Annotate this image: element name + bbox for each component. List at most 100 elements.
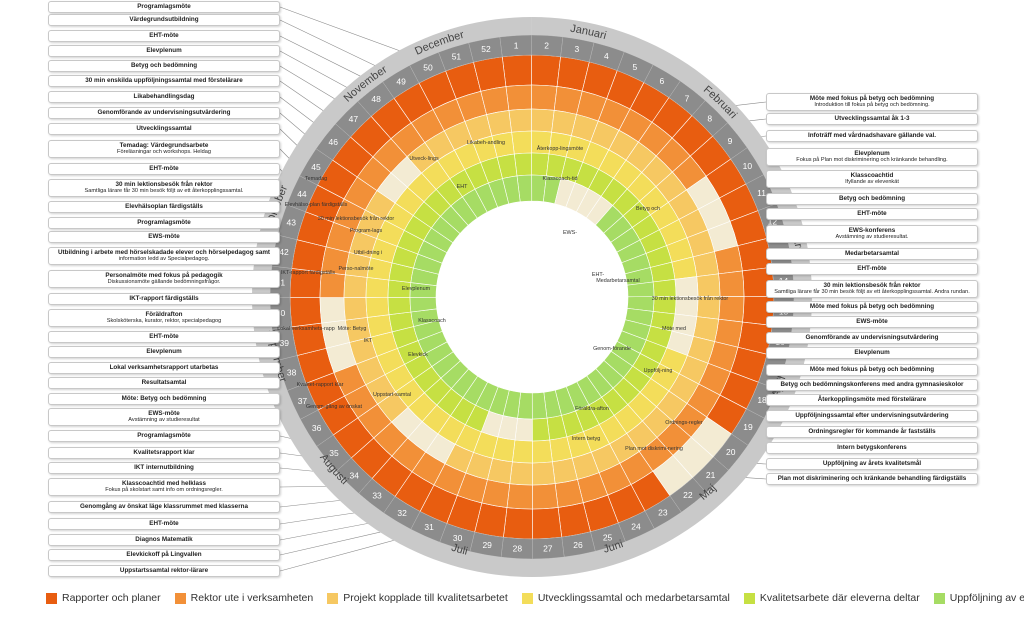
event-label: Kvalitetsrapport klar: [48, 447, 280, 459]
ring-cell: [506, 483, 533, 510]
event-label-subtitle: Fokus på Plan mot diskriminering och krä…: [796, 157, 948, 164]
week-number: 24: [631, 522, 641, 532]
legend-item-uppfoljning: Uppföljning av elever: [933, 592, 1024, 604]
ring-cell: [365, 297, 390, 318]
ring-cell: [508, 108, 532, 133]
week-number: 30: [453, 533, 463, 543]
legend-swatch: [521, 592, 533, 604]
event-label-title: EHT-möte: [857, 265, 887, 272]
event-label-title: Återkopplingsmöte med förstelärare: [817, 396, 927, 403]
event-label: Genomförande av undervisningsutvärdering: [766, 332, 978, 344]
event-label-title: Infoträff med vårdnadshavare gällande va…: [807, 132, 937, 139]
ring-event-label: IKT-rapport färdigställs: [281, 270, 336, 276]
event-label: Klasscoachtid Ifyllande av elevenkät: [766, 170, 978, 188]
ring-cell: [387, 296, 412, 316]
event-label: Elevplenum: [48, 45, 280, 57]
event-label-title: Utvecklingssamtal åk 1-3: [834, 115, 910, 122]
event-label-title: Programlagsmöte: [137, 432, 191, 439]
ring-cell: [532, 507, 563, 540]
ring-cell: [509, 461, 533, 486]
week-number: 46: [329, 137, 339, 147]
event-label-subtitle: Samtliga lärare får 30 min besök följt a…: [84, 188, 244, 195]
event-label-title: Elevplenum: [854, 150, 890, 157]
ring-cell: [514, 417, 533, 442]
event-label-title: Uppföljningssamtal efter undervisningsut…: [795, 412, 949, 419]
week-number: 43: [286, 218, 296, 228]
event-label-title: EWS-möte: [148, 410, 180, 417]
week-number: 23: [658, 507, 668, 517]
activity-ring: [319, 84, 745, 510]
week-number: 44: [297, 189, 307, 199]
event-label-title: Genomförande av undervisningsutvärdering: [805, 334, 939, 341]
event-label-title: Intern betygskonferens: [837, 444, 907, 451]
ring-cell: [652, 278, 677, 298]
event-label-title: EWS-konferens: [848, 227, 896, 234]
ring-cell: [505, 84, 532, 111]
event-label: Uppstartssamtal rektor-lärare: [48, 565, 280, 577]
ring-cell: [532, 439, 553, 464]
week-number: 2: [544, 40, 549, 50]
event-label-subtitle: information ledd av Specialpedagog.: [118, 256, 210, 263]
event-label: Klasscoachtid med helklass Fokus på skols…: [48, 478, 280, 496]
event-label-title: Betyg och bedömning: [130, 62, 198, 69]
event-label: Betyg och bedömning: [766, 193, 978, 205]
activity-ring: [365, 130, 699, 464]
legend-item-projekt: Projekt kopplade till kvalitetsarbetet: [327, 592, 508, 604]
ring-cell: [531, 84, 558, 111]
ring-event-label: Uppfölj-ning: [644, 368, 673, 374]
event-label-title: EWS-möte: [148, 233, 180, 240]
week-number: 31: [424, 522, 434, 532]
event-label: EWS-konferens Avstämning av studieresulta…: [766, 225, 978, 243]
legend-swatch: [327, 592, 339, 604]
ring-event-label: IKT: [364, 338, 373, 344]
event-label: 30 min lektionsbesök från rektor Samtliga…: [766, 280, 978, 298]
event-label: Temadag: Värdegrundsarbete Föreläsningar …: [48, 140, 280, 158]
event-label-title: Möte med fokus på betyg och bedömning: [809, 303, 935, 310]
ring-cell: [343, 297, 368, 321]
week-cell: [468, 36, 503, 63]
ring-event-label: Intern betyg: [572, 436, 600, 442]
week-number: 3: [574, 44, 579, 54]
event-label: Möte med fokus på betyg och bedömning: [766, 364, 978, 376]
event-label-title: Temadag: Värdegrundsarbete: [119, 142, 209, 149]
event-label: Betyg och bedömningskonferens med andra …: [766, 379, 978, 391]
week-number: 8: [707, 113, 712, 123]
event-label: Elevkickoff på Lingvallen: [48, 549, 280, 561]
event-label: Uppföljningssamtal efter undervisningsut…: [766, 410, 978, 422]
ring-event-label: Program-lags: [350, 228, 383, 234]
ring-event-label: Möte med: [662, 326, 686, 332]
event-label: Föräldrafton Skolsköterska, kurator, rekt…: [48, 309, 280, 327]
activity-ring: [387, 152, 677, 442]
event-label-title: Kvalitetsrapport klar: [133, 449, 195, 456]
ring-cell: [502, 175, 521, 205]
ring-event-label: Återkopp-lingsmöte: [537, 145, 583, 152]
week-number: 47: [349, 114, 359, 124]
event-label-title: IKT-rapport färdigställs: [129, 295, 199, 302]
event-label-title: EHT-möte: [857, 210, 887, 217]
event-label-title: EHT-möte: [149, 165, 179, 172]
event-label-title: Programlagsmöte: [137, 3, 191, 10]
week-number: 26: [573, 540, 583, 550]
ring-event-label: EWS-: [563, 230, 577, 236]
event-label: IKT-rapport färdigställs: [48, 293, 280, 305]
event-label: EHT-möte: [766, 263, 978, 275]
ring-cell: [531, 152, 550, 177]
event-label-title: Utbildning i arbete med hörselskadade el…: [57, 249, 271, 256]
ring-event-label: EHT-: [592, 272, 604, 278]
ring-event-label: Föräldra-afton: [575, 406, 609, 412]
week-number: 20: [726, 447, 736, 457]
ring-cell: [696, 273, 721, 297]
ring-cell: [513, 152, 533, 177]
legend-label: Projekt kopplade till kvalitetsarbetet: [343, 592, 508, 604]
event-label-subtitle: Skolsköterska, kurator, rektor, specialp…: [106, 318, 222, 325]
event-label-title: Elevhälsoplan färdigställs: [125, 203, 203, 210]
legend-item-kvalitetsarbete: Kvalitetsarbete där eleverna deltar: [743, 592, 920, 604]
week-number: 37: [298, 396, 308, 406]
week-number: 6: [659, 76, 664, 86]
event-label-title: Klasscoachtid med helklass: [122, 480, 206, 487]
week-number: 5: [633, 62, 638, 72]
event-label-title: EHT-möte: [149, 32, 179, 39]
event-label-subtitle: Samtliga lärare får 30 min besök följt a…: [774, 289, 970, 296]
ring-event-label: Genom-förande: [593, 346, 631, 352]
